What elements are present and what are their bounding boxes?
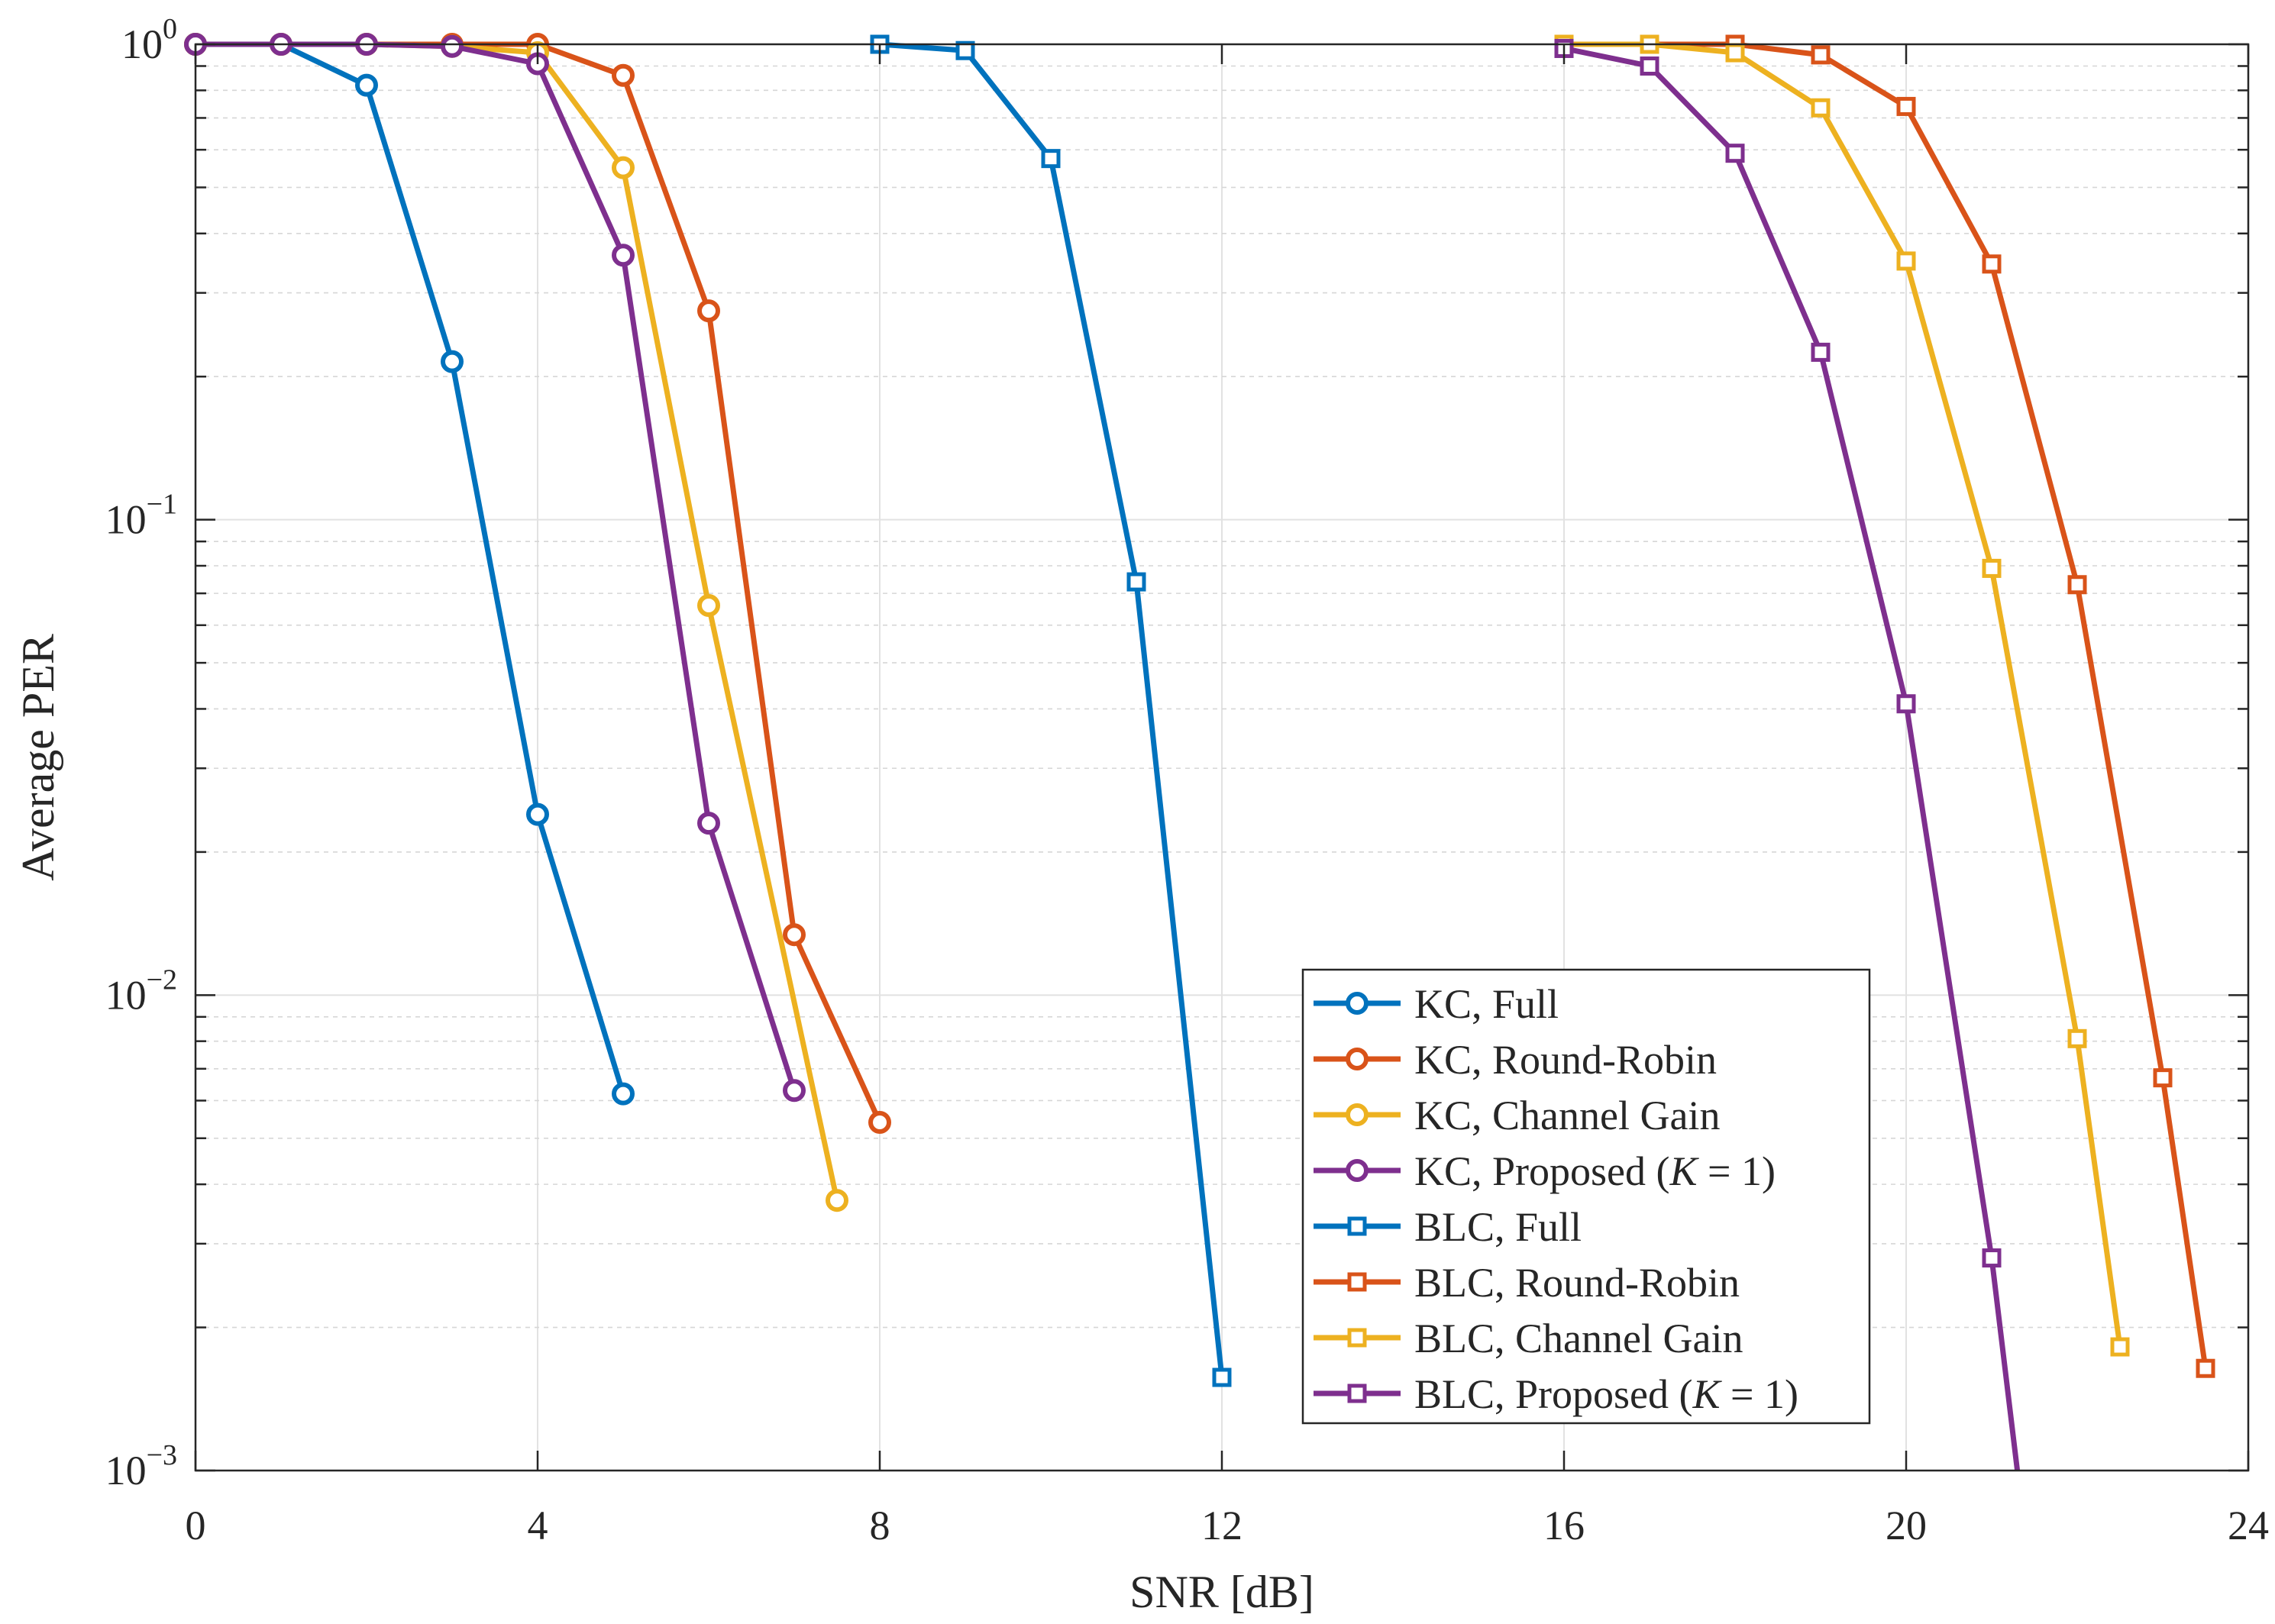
legend-marker	[1346, 1048, 1369, 1070]
data-point	[783, 1079, 806, 1103]
legend-marker	[1347, 1216, 1367, 1236]
data-point	[1982, 254, 2002, 274]
data-point	[1725, 43, 1745, 63]
data-point	[612, 63, 635, 87]
y-tick-label: 10−3	[105, 1439, 177, 1493]
data-point	[441, 34, 464, 58]
legend-label: KC, Channel Gain	[1414, 1093, 1720, 1138]
legend-entry[interactable]: KC, Full	[1314, 981, 1559, 1027]
data-point	[1640, 56, 1659, 76]
x-tick-label: 24	[2228, 1503, 2269, 1548]
legend-entry[interactable]: BLC, Round-Robin	[1314, 1260, 1740, 1306]
data-point	[1212, 1367, 1232, 1387]
legend-entry[interactable]: BLC, Channel Gain	[1314, 1316, 1743, 1361]
data-point	[1811, 342, 1831, 362]
data-point	[612, 244, 635, 267]
x-tick-label: 12	[1201, 1503, 1243, 1548]
legend-entry[interactable]: KC, Round-Robin	[1314, 1037, 1717, 1083]
x-tick-label: 20	[1886, 1503, 1927, 1548]
legend-marker	[1346, 992, 1369, 1015]
data-point	[1126, 572, 1146, 592]
y-axis-label: Average PER	[13, 634, 63, 881]
x-tick-label: 8	[870, 1503, 890, 1548]
legend-marker	[1347, 1383, 1367, 1403]
data-point	[1811, 98, 1831, 118]
x-tick-label: 16	[1543, 1503, 1585, 1548]
data-point	[697, 594, 720, 618]
legend-label: BLC, Proposed (K = 1)	[1414, 1371, 1798, 1417]
data-point	[1041, 149, 1061, 169]
data-point	[2196, 1358, 2215, 1378]
y-tick-label: 10−1	[105, 489, 177, 543]
legend-marker	[1347, 1272, 1367, 1292]
x-tick-label: 4	[528, 1503, 548, 1548]
legend-label: BLC, Full	[1414, 1204, 1582, 1250]
x-tick-label: 0	[186, 1503, 206, 1548]
data-point	[612, 156, 635, 179]
data-point	[697, 299, 720, 323]
series-4	[870, 34, 1232, 1387]
data-point	[1725, 144, 1745, 163]
legend-label: BLC, Round-Robin	[1414, 1260, 1740, 1306]
data-point	[1982, 1248, 2002, 1268]
data-point	[1896, 251, 1916, 271]
legend-marker	[1346, 1103, 1369, 1126]
legend-label: KC, Full	[1414, 981, 1559, 1027]
data-point	[2153, 1068, 2173, 1088]
x-axis-label: SNR [dB]	[1129, 1567, 1314, 1617]
data-point	[1896, 96, 1916, 116]
data-point	[1896, 694, 1916, 714]
y-tick-label: 10−2	[105, 964, 177, 1018]
legend-box	[1301, 968, 1871, 1425]
legend-entry[interactable]: BLC, Proposed (K = 1)	[1314, 1371, 1798, 1417]
grid	[196, 44, 2248, 1471]
series-line	[1564, 41, 2123, 1348]
data-point	[1811, 45, 1831, 65]
legend-label: BLC, Channel Gain	[1414, 1316, 1743, 1361]
data-point	[441, 350, 464, 373]
axis-labels: SNR [dB] Average PER	[13, 634, 1314, 1617]
data-point	[526, 802, 549, 826]
legend-entry[interactable]: KC, Channel Gain	[1314, 1093, 1720, 1138]
legend-label: KC, Round-Robin	[1414, 1037, 1717, 1083]
data-point	[868, 1110, 891, 1134]
data-point	[612, 1082, 635, 1106]
y-tick-label: 100	[121, 13, 177, 67]
data-point	[1982, 558, 2002, 578]
legend-label: KC, Proposed (K = 1)	[1414, 1148, 1776, 1194]
legend-entry[interactable]: BLC, Full	[1314, 1204, 1582, 1250]
data-point	[697, 812, 720, 835]
legend-entry[interactable]: KC, Proposed (K = 1)	[1314, 1148, 1776, 1194]
data-point	[783, 923, 806, 947]
data-point	[826, 1189, 848, 1212]
data-point	[2067, 1028, 2087, 1048]
legend-marker	[1347, 1328, 1367, 1348]
data-point	[955, 40, 975, 60]
axis-ticks: 0 4 8 12 16 20 24 100 10−1 10−2 10−3	[105, 13, 2269, 1548]
data-point	[2110, 1337, 2130, 1357]
legend-marker	[1346, 1159, 1369, 1182]
data-point	[355, 73, 378, 97]
data-point	[2067, 575, 2087, 595]
legend[interactable]: KC, Full KC, Round-Robin KC, Channel Gain K…	[1301, 968, 1871, 1425]
